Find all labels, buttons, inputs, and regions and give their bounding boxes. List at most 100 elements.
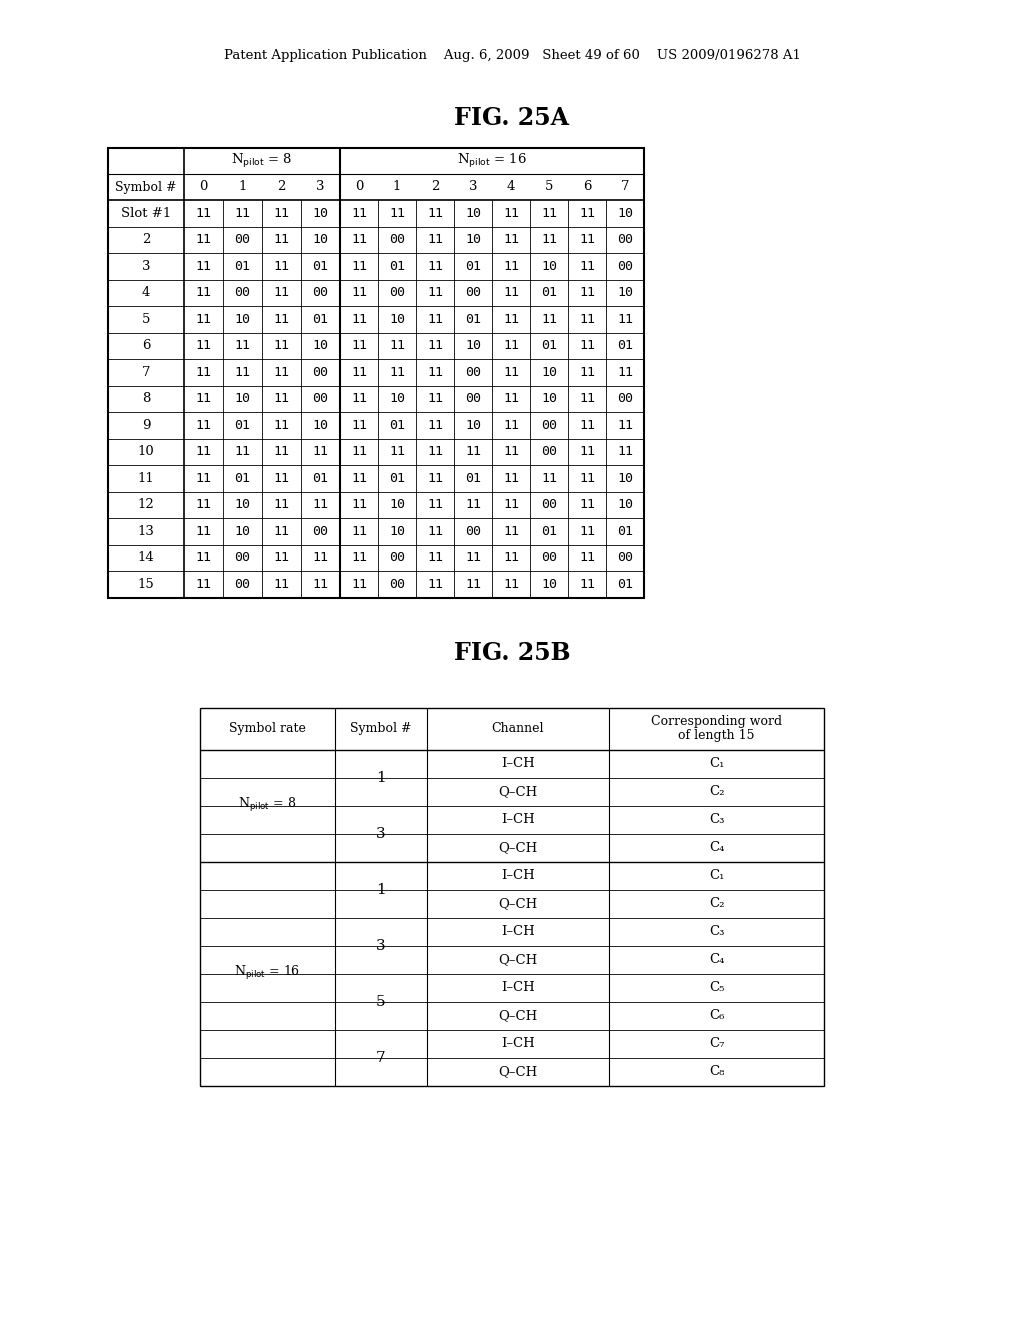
Text: 11: 11 — [503, 445, 519, 458]
Text: C₆: C₆ — [709, 1008, 724, 1022]
Text: 00: 00 — [617, 392, 633, 405]
Text: C₈: C₈ — [709, 1065, 724, 1078]
Text: 01: 01 — [312, 313, 329, 326]
Text: 11: 11 — [196, 525, 212, 537]
Text: 11: 11 — [312, 498, 329, 511]
Text: 11: 11 — [579, 471, 595, 484]
Text: 2: 2 — [431, 181, 439, 194]
Text: N$_{\rm pilot}$ = 8: N$_{\rm pilot}$ = 8 — [239, 796, 297, 814]
Text: 12: 12 — [137, 498, 155, 511]
Text: 11: 11 — [427, 260, 443, 273]
Text: 11: 11 — [351, 471, 367, 484]
Text: 11: 11 — [503, 286, 519, 300]
Text: 11: 11 — [579, 445, 595, 458]
Text: 00: 00 — [234, 552, 251, 564]
Text: 11: 11 — [579, 578, 595, 591]
Text: 11: 11 — [196, 498, 212, 511]
Text: 11: 11 — [579, 313, 595, 326]
Text: 10: 10 — [389, 525, 406, 537]
Text: 10: 10 — [312, 418, 329, 432]
Text: 01: 01 — [234, 418, 251, 432]
Text: 11: 11 — [273, 260, 290, 273]
Text: 3: 3 — [376, 939, 386, 953]
Text: 11: 11 — [579, 286, 595, 300]
Text: Symbol #: Symbol # — [116, 181, 177, 194]
Text: 11: 11 — [503, 366, 519, 379]
Text: 10: 10 — [617, 286, 633, 300]
Text: Channel: Channel — [492, 722, 544, 735]
Text: C₄: C₄ — [709, 953, 724, 966]
Text: 11: 11 — [427, 313, 443, 326]
Text: 5: 5 — [141, 313, 151, 326]
Text: 11: 11 — [503, 578, 519, 591]
Text: 11: 11 — [351, 339, 367, 352]
Text: C₁: C₁ — [709, 756, 724, 770]
Text: 10: 10 — [234, 525, 251, 537]
Text: 00: 00 — [312, 366, 329, 379]
Text: FIG. 25B: FIG. 25B — [454, 640, 570, 664]
Text: Symbol #: Symbol # — [350, 722, 412, 735]
Text: 01: 01 — [541, 525, 557, 537]
Text: 11: 11 — [617, 313, 633, 326]
Text: 0: 0 — [200, 181, 208, 194]
Text: 15: 15 — [137, 578, 155, 591]
Text: 11: 11 — [273, 286, 290, 300]
Text: 11: 11 — [427, 207, 443, 219]
Text: 10: 10 — [137, 445, 155, 458]
Text: 00: 00 — [389, 234, 406, 247]
Text: 7: 7 — [621, 181, 630, 194]
Text: 11: 11 — [196, 234, 212, 247]
Text: 11: 11 — [427, 339, 443, 352]
Text: 00: 00 — [541, 552, 557, 564]
Text: 8: 8 — [141, 392, 151, 405]
Text: 11: 11 — [503, 313, 519, 326]
Text: 01: 01 — [312, 260, 329, 273]
Text: 11: 11 — [579, 552, 595, 564]
Text: 11: 11 — [273, 578, 290, 591]
Text: 4: 4 — [141, 286, 151, 300]
Text: 00: 00 — [389, 552, 406, 564]
Text: 10: 10 — [234, 313, 251, 326]
Text: 3: 3 — [376, 826, 386, 841]
Text: 11: 11 — [273, 498, 290, 511]
Text: 10: 10 — [465, 339, 481, 352]
Text: I–CH: I–CH — [501, 925, 535, 939]
Text: 01: 01 — [617, 578, 633, 591]
Text: N$_{\rm pilot}$ = 16: N$_{\rm pilot}$ = 16 — [234, 965, 301, 982]
Text: 11: 11 — [503, 418, 519, 432]
Text: 11: 11 — [579, 207, 595, 219]
Text: Q–CH: Q–CH — [499, 841, 538, 854]
Text: 11: 11 — [273, 552, 290, 564]
Text: 11: 11 — [196, 471, 212, 484]
Text: 11: 11 — [351, 366, 367, 379]
Text: 10: 10 — [465, 207, 481, 219]
Text: 11: 11 — [196, 445, 212, 458]
Text: I–CH: I–CH — [501, 869, 535, 882]
Text: 11: 11 — [137, 471, 155, 484]
Text: 11: 11 — [351, 392, 367, 405]
Text: 11: 11 — [273, 366, 290, 379]
Text: 01: 01 — [234, 260, 251, 273]
Text: 11: 11 — [234, 339, 251, 352]
Text: 11: 11 — [389, 339, 406, 352]
Text: 2: 2 — [278, 181, 286, 194]
Text: 11: 11 — [273, 313, 290, 326]
Text: N$_{\rm pilot}$ = 8: N$_{\rm pilot}$ = 8 — [231, 152, 293, 170]
Text: Symbol rate: Symbol rate — [229, 722, 306, 735]
Text: 11: 11 — [389, 445, 406, 458]
Text: 11: 11 — [541, 207, 557, 219]
Text: 11: 11 — [234, 207, 251, 219]
Text: Patent Application Publication    Aug. 6, 2009   Sheet 49 of 60    US 2009/01962: Patent Application Publication Aug. 6, 2… — [223, 49, 801, 62]
Text: 11: 11 — [503, 234, 519, 247]
Text: 11: 11 — [427, 286, 443, 300]
Text: 00: 00 — [465, 286, 481, 300]
Text: 11: 11 — [579, 366, 595, 379]
Text: 1: 1 — [393, 181, 401, 194]
Text: 11: 11 — [541, 234, 557, 247]
Text: 00: 00 — [617, 552, 633, 564]
Text: Q–CH: Q–CH — [499, 898, 538, 909]
Text: 01: 01 — [465, 260, 481, 273]
Text: 10: 10 — [541, 366, 557, 379]
Text: 11: 11 — [617, 366, 633, 379]
Text: 0: 0 — [354, 181, 364, 194]
